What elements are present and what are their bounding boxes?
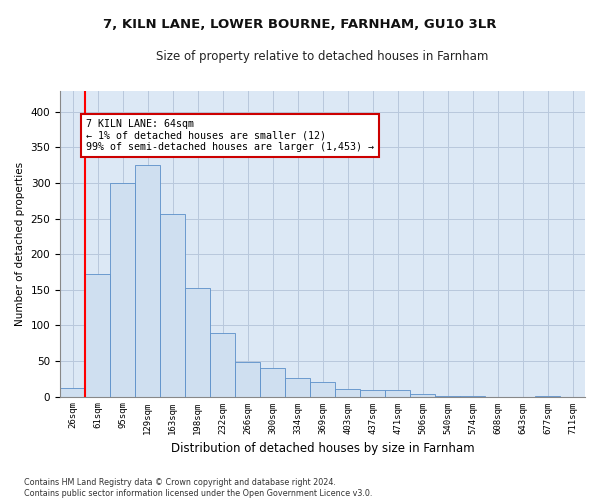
Text: Contains HM Land Registry data © Crown copyright and database right 2024.
Contai: Contains HM Land Registry data © Crown c… [24,478,373,498]
Bar [285,378,310,396]
Bar [185,288,210,397]
Bar [235,362,260,396]
Title: Size of property relative to detached houses in Farnham: Size of property relative to detached ho… [157,50,489,63]
Bar [160,214,185,396]
Bar [210,332,235,396]
Bar [310,382,335,396]
Bar [335,390,360,396]
Bar [385,390,410,396]
Bar [260,368,285,396]
Bar [60,388,85,396]
Bar [85,274,110,396]
Text: 7, KILN LANE, LOWER BOURNE, FARNHAM, GU10 3LR: 7, KILN LANE, LOWER BOURNE, FARNHAM, GU1… [103,18,497,30]
Bar [135,166,160,396]
X-axis label: Distribution of detached houses by size in Farnham: Distribution of detached houses by size … [171,442,475,455]
Bar [410,394,435,396]
Y-axis label: Number of detached properties: Number of detached properties [15,162,25,326]
Bar [360,390,385,396]
Text: 7 KILN LANE: 64sqm
← 1% of detached houses are smaller (12)
99% of semi-detached: 7 KILN LANE: 64sqm ← 1% of detached hous… [86,119,374,152]
Bar [110,183,135,396]
